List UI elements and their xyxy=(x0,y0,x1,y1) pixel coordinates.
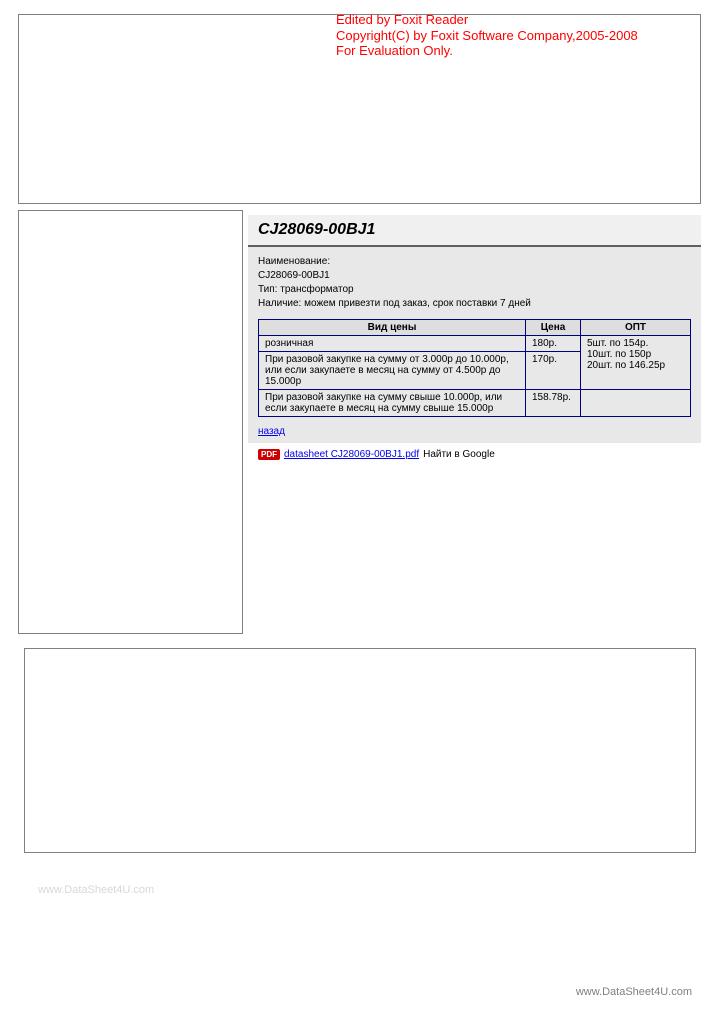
watermark-right: www.DataSheet4U.com xyxy=(576,986,692,998)
price-header-opt: ОПТ xyxy=(581,320,691,336)
pdf-suffix: Найти в Google xyxy=(423,449,495,460)
opt-line-2: 10шт. по 150р 20шт. по 146.25р xyxy=(587,349,665,371)
price-header-price: Цена xyxy=(526,320,581,336)
pdf-icon: PDF xyxy=(258,449,280,460)
pdf-row: PDF datasheet CJ28069-00BJ1.pdf Найти в … xyxy=(248,443,701,466)
cell-price: 158.78р. xyxy=(526,390,581,417)
stock-label: Наличие: xyxy=(258,298,301,309)
left-empty-frame xyxy=(18,210,243,634)
product-info: Наименование: CJ28069-00BJ1 Тип: трансфо… xyxy=(248,247,701,315)
bottom-empty-frame xyxy=(24,648,696,853)
price-table: Вид цены Цена ОПТ розничная 180р. 5шт. п… xyxy=(258,319,691,417)
type-row: Тип: трансформатор xyxy=(258,283,691,297)
product-title-bar: CJ28069-00BJ1 xyxy=(248,215,701,247)
price-header-type: Вид цены xyxy=(259,320,526,336)
foxit-notice: Edited by Foxit Reader Copyright(C) by F… xyxy=(336,12,638,59)
opt-line-1: 5шт. по 154р. xyxy=(587,338,648,349)
cell-type: При разовой закупке на сумму от 3.000р д… xyxy=(259,352,526,390)
cell-type: розничная xyxy=(259,336,526,352)
datasheet-link[interactable]: datasheet CJ28069-00BJ1.pdf xyxy=(284,449,419,460)
notice-line-1: Edited by Foxit Reader xyxy=(336,12,638,28)
cell-type: При разовой закупке на сумму свыше 10.00… xyxy=(259,390,526,417)
watermark-left: www.DataSheet4U.com xyxy=(38,884,154,896)
notice-line-2: Copyright(C) by Foxit Software Company,2… xyxy=(336,28,638,44)
cell-opt xyxy=(581,390,691,417)
table-row: розничная 180р. 5шт. по 154р.10шт. по 15… xyxy=(259,336,691,352)
product-title: CJ28069-00BJ1 xyxy=(258,221,375,238)
cell-price: 170р. xyxy=(526,352,581,390)
table-row: При разовой закупке на сумму свыше 10.00… xyxy=(259,390,691,417)
cell-opt: 5шт. по 154р.10шт. по 150р 20шт. по 146.… xyxy=(581,336,691,390)
type-label: Тип: xyxy=(258,284,277,295)
cell-price: 180р. xyxy=(526,336,581,352)
name-label: Наименование: xyxy=(258,255,691,269)
product-panel: CJ28069-00BJ1 Наименование: CJ28069-00BJ… xyxy=(248,215,701,466)
price-header-row: Вид цены Цена ОПТ xyxy=(259,320,691,336)
notice-line-3: For Evaluation Only. xyxy=(336,43,638,59)
name-value: CJ28069-00BJ1 xyxy=(258,269,691,283)
stock-value: можем привезти под заказ, срок поставки … xyxy=(304,298,531,309)
stock-row: Наличие: можем привезти под заказ, срок … xyxy=(258,297,691,311)
type-value: трансформатор xyxy=(280,284,353,295)
back-link[interactable]: назад xyxy=(258,426,285,437)
